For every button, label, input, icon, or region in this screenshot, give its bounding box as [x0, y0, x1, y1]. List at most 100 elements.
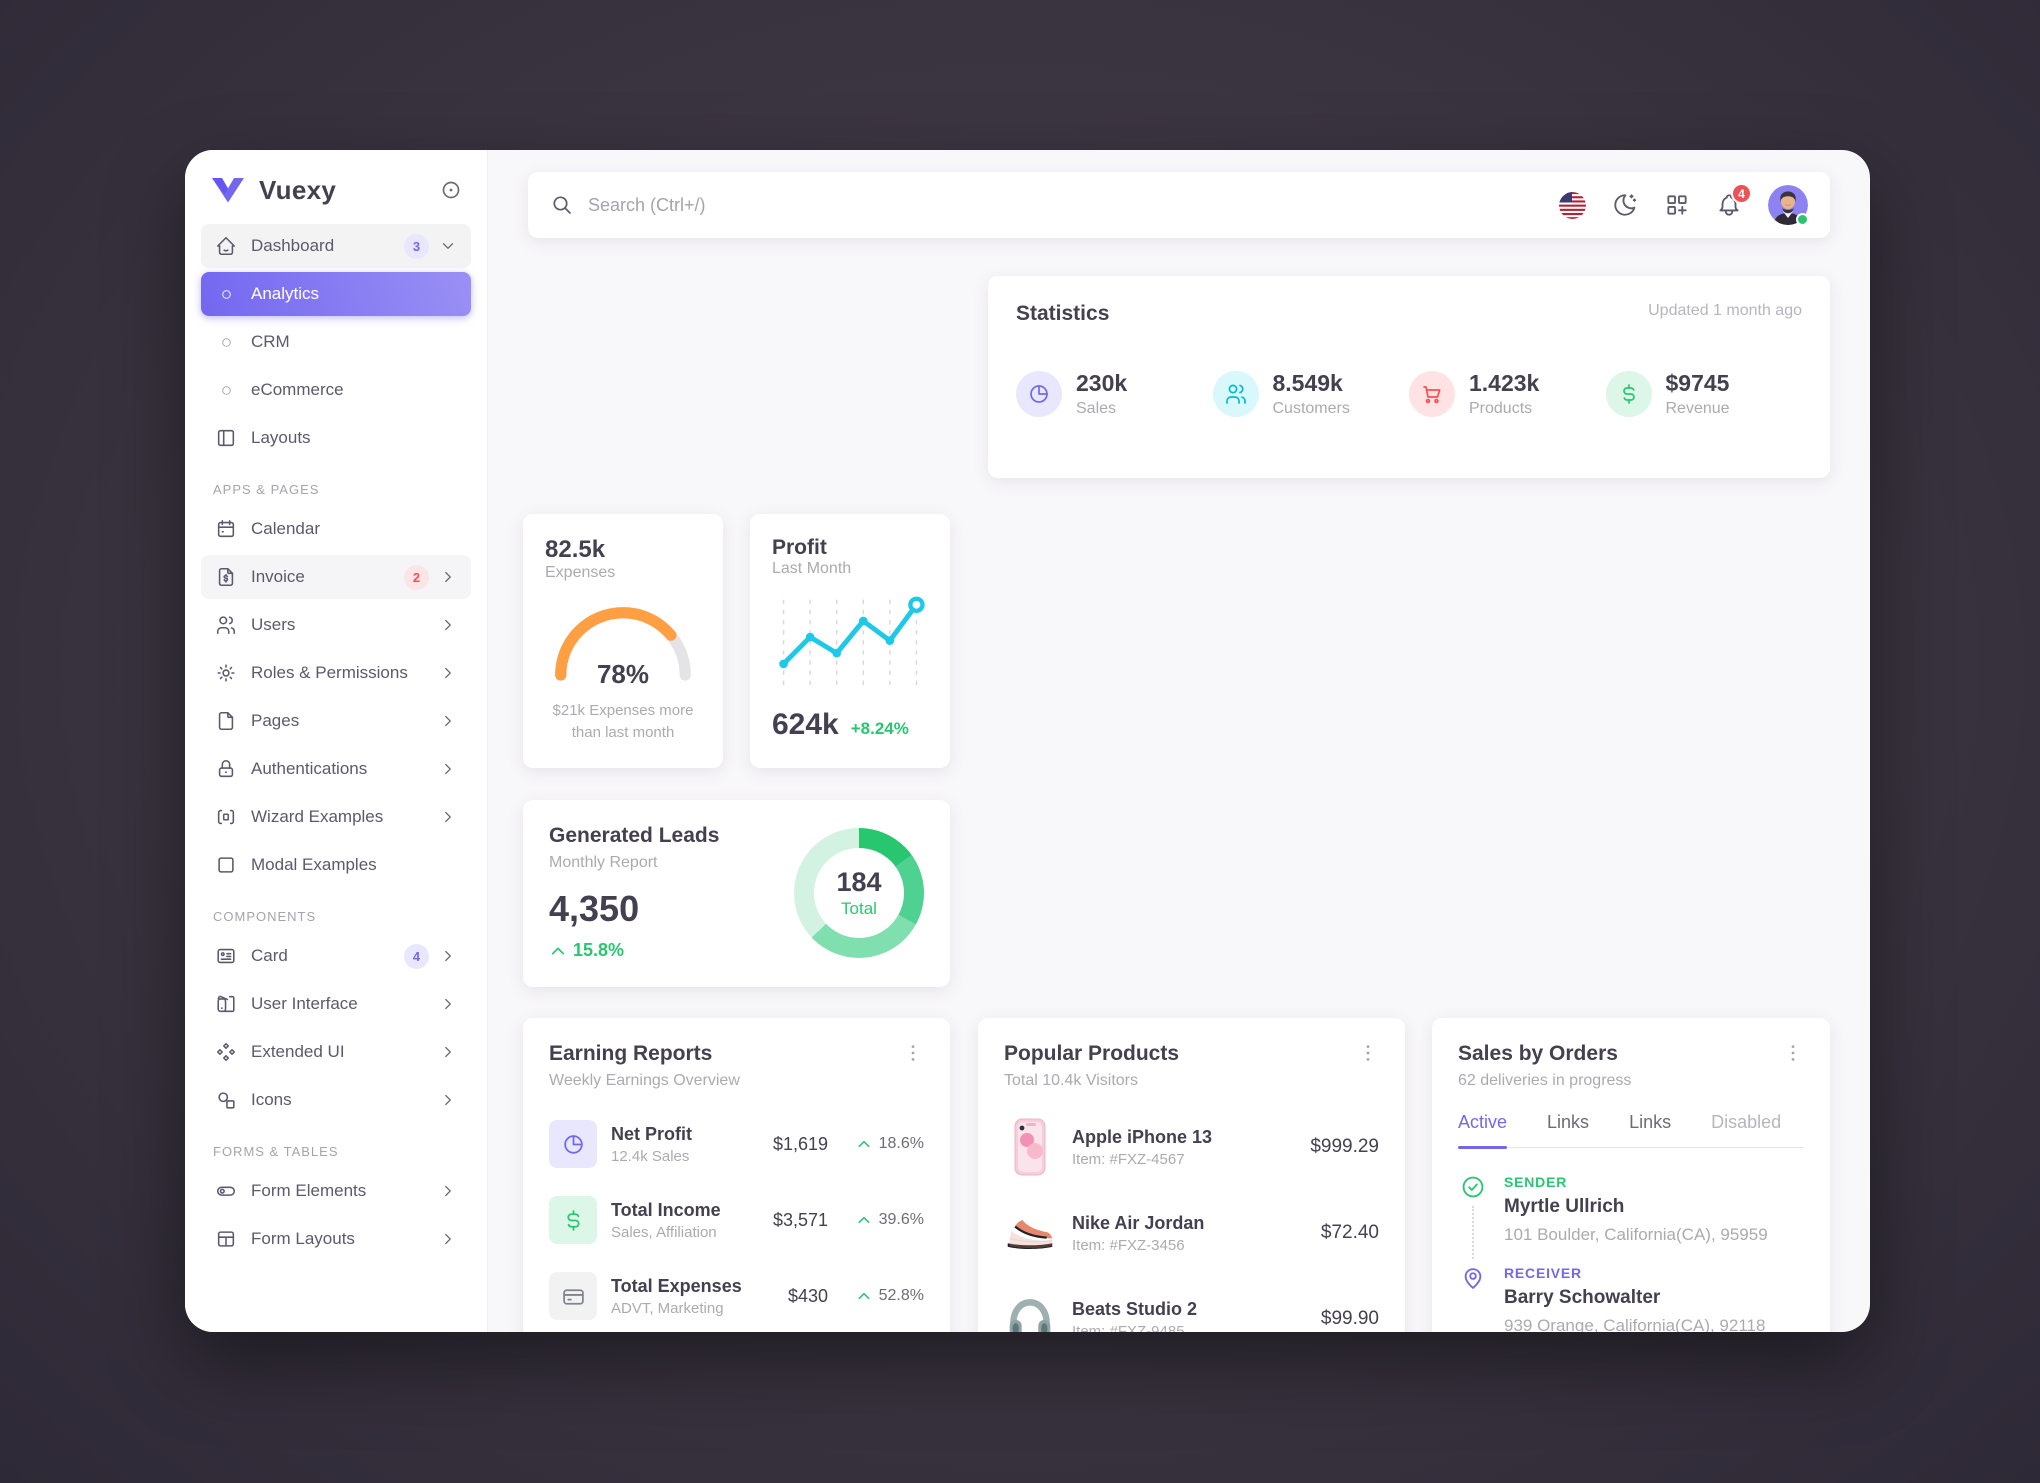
- kebab-menu-icon[interactable]: [902, 1042, 924, 1064]
- stat-products: 1.423k Products: [1409, 370, 1606, 418]
- sidebar-section-forms-tables: FORMS & TABLES: [213, 1144, 339, 1159]
- sidebar-section-apps-pages: APPS & PAGES: [213, 482, 320, 497]
- chevron-right-icon: [439, 1182, 457, 1200]
- earning-title: Earning Reports: [549, 1042, 713, 1065]
- sidebar-item-roles-permissions[interactable]: Roles & Permissions: [201, 651, 471, 695]
- check-circle-icon: [1460, 1174, 1486, 1200]
- chevron-right-icon: [439, 808, 457, 826]
- sidebar-item-authentications[interactable]: Authentications: [201, 747, 471, 791]
- tab-disabled: Disabled: [1711, 1112, 1782, 1132]
- user-avatar[interactable]: [1768, 185, 1809, 226]
- shortcuts-grid-icon[interactable]: [1664, 192, 1690, 218]
- sidebar-item-icons[interactable]: Icons: [201, 1078, 471, 1122]
- products-subtitle: Total 10.4k Visitors: [1004, 1072, 1138, 1089]
- statistics-card: Statistics Updated 1 month ago 230k Sale…: [988, 276, 1830, 478]
- sidebar-item-calendar[interactable]: Calendar: [201, 507, 471, 551]
- product-row-nike: Nike Air Jordan Item: #FXZ-3456 $72.40: [1004, 1202, 1379, 1264]
- leads-subtitle: Monthly Report: [549, 854, 658, 871]
- earning-row-total-income: Total Income Sales, Affiliation $3,571 3…: [549, 1196, 924, 1244]
- chevron-down-icon: [439, 237, 457, 255]
- chevron-right-icon: [439, 712, 457, 730]
- sidebar-item-dashboard[interactable]: Dashboard 3: [201, 224, 471, 268]
- chevron-right-icon: [439, 568, 457, 586]
- sidebar-item-form-elements[interactable]: Form Elements: [201, 1169, 471, 1213]
- notification-count-badge: 4: [1731, 183, 1752, 204]
- kebab-menu-icon[interactable]: [1782, 1042, 1804, 1064]
- language-flag-icon[interactable]: [1559, 191, 1586, 219]
- profit-value: 624k: [772, 708, 839, 741]
- stat-sales: 230k Sales: [1016, 370, 1213, 418]
- top-navbar: 4: [528, 172, 1830, 238]
- stat-revenue: $9745 Revenue: [1605, 370, 1803, 418]
- credit-card-icon: [549, 1272, 597, 1320]
- statistics-title: Statistics: [1016, 302, 1110, 325]
- sidebar-item-users[interactable]: Users: [201, 603, 471, 647]
- dollar-icon: [1605, 371, 1652, 417]
- profit-card: Profit Last Month 624k +8.24%: [750, 514, 950, 768]
- trend-up-icon: [856, 1136, 872, 1152]
- expenses-card: 82.5k Expenses 78% $21k Expenses more th…: [523, 514, 723, 768]
- dashboard-count-badge: 3: [404, 233, 429, 259]
- chevron-right-icon: [439, 1091, 457, 1109]
- leads-donut-chart: 184 Total: [794, 828, 924, 958]
- receiver-block: RECEIVER Barry Schowalter 939 Orange, Ca…: [1458, 1265, 1804, 1332]
- sidebar-item-layouts[interactable]: Layouts: [201, 416, 471, 460]
- chart-pie-icon: [1016, 371, 1062, 417]
- chevron-right-icon: [439, 995, 457, 1013]
- search-input[interactable]: [588, 194, 1088, 216]
- chevron-right-icon: [439, 760, 457, 778]
- card-count-badge: 4: [404, 943, 429, 969]
- tab-links-1[interactable]: Links: [1547, 1112, 1590, 1132]
- chart-pie-icon: [549, 1120, 597, 1168]
- sidebar-item-wizard-examples[interactable]: Wizard Examples: [201, 795, 471, 839]
- sidebar-item-analytics[interactable]: Analytics: [201, 272, 471, 316]
- sidebar-item-extended-ui[interactable]: Extended UI: [201, 1030, 471, 1074]
- trend-up-icon: [856, 1212, 872, 1228]
- sidebar-section-components: COMPONENTS: [213, 909, 317, 924]
- expenses-caption: $21k Expenses more than last month: [552, 702, 694, 741]
- iphone-product-image: [1004, 1116, 1056, 1178]
- tab-active[interactable]: Active: [1458, 1112, 1508, 1149]
- leads-total-label: Total: [841, 899, 877, 918]
- dark-mode-toggle-icon[interactable]: [1612, 192, 1638, 218]
- generated-leads-card: Generated Leads Monthly Report 4,350 15.…: [523, 800, 950, 987]
- popular-products-card: Popular Products Total 10.4k Visitors: [978, 1018, 1405, 1332]
- product-row-beats: Beats Studio 2 Item: #FXZ-9485 $99.90: [1004, 1288, 1379, 1332]
- sidebar-item-form-layouts[interactable]: Form Layouts: [201, 1217, 471, 1261]
- trend-up-icon: [856, 1288, 872, 1304]
- map-pin-icon: [1460, 1265, 1486, 1291]
- earning-subtitle: Weekly Earnings Overview: [549, 1072, 740, 1089]
- sidebar-item-user-interface[interactable]: User Interface: [201, 982, 471, 1026]
- orders-tabs: Active Links Links Disabled: [1458, 1112, 1804, 1149]
- sender-block: SENDER Myrtle Ullrich 101 Boulder, Calif…: [1458, 1174, 1804, 1265]
- leads-title: Generated Leads: [549, 824, 720, 847]
- sidebar-item-crm[interactable]: CRM: [201, 320, 471, 364]
- products-title: Popular Products: [1004, 1042, 1180, 1065]
- sidebar-item-modal-examples[interactable]: Modal Examples: [201, 843, 471, 887]
- earning-row-total-expenses: Total Expenses ADVT, Marketing $430 52.8…: [549, 1272, 924, 1320]
- tab-links-2[interactable]: Links: [1629, 1112, 1672, 1132]
- profit-line-chart: [772, 594, 928, 698]
- profit-title: Profit: [772, 536, 827, 559]
- headphones-product-image: [1004, 1288, 1056, 1332]
- sidebar-item-card[interactable]: Card 4: [201, 934, 471, 978]
- shopping-cart-icon: [1409, 371, 1455, 417]
- sidebar-item-ecommerce[interactable]: eCommerce: [201, 368, 471, 412]
- sidebar-item-invoice[interactable]: Invoice 2: [201, 555, 471, 599]
- orders-title: Sales by Orders: [1458, 1042, 1618, 1065]
- sidebar-pin-icon[interactable]: [439, 178, 463, 202]
- kebab-menu-icon[interactable]: [1357, 1042, 1379, 1064]
- profit-subtitle: Last Month: [772, 560, 852, 577]
- notifications-bell-icon[interactable]: 4: [1716, 183, 1752, 218]
- chevron-right-icon: [439, 616, 457, 634]
- orders-subtitle: 62 deliveries in progress: [1458, 1072, 1632, 1089]
- stat-customers: 8.549k Customers: [1212, 370, 1410, 418]
- app-window: Vuexy Dashboard 3 Analytics CRM eCommerc…: [185, 150, 1870, 1332]
- online-status-dot: [1796, 213, 1809, 226]
- invoice-count-badge: 2: [404, 564, 429, 590]
- sidebar-item-pages[interactable]: Pages: [201, 699, 471, 743]
- dollar-icon: [549, 1196, 597, 1244]
- expenses-value: 82.5k: [545, 536, 606, 563]
- brand-name: Vuexy: [259, 174, 337, 205]
- product-row-iphone: Apple iPhone 13 Item: #FXZ-4567 $999.29: [1004, 1116, 1379, 1178]
